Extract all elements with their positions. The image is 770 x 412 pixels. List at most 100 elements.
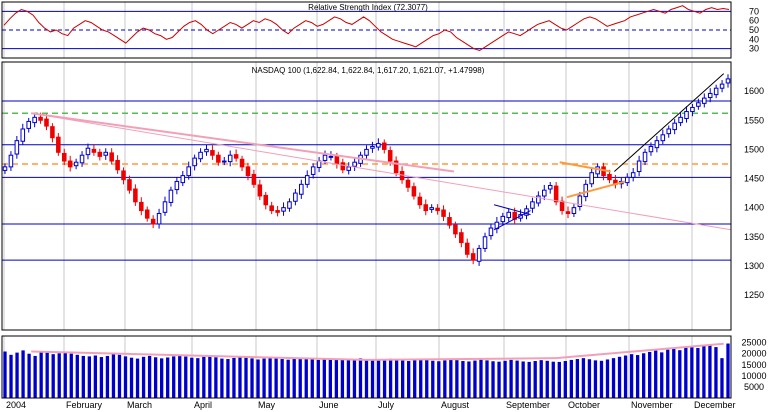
rsi-title: Relative Strength Index (72.3077)	[308, 3, 428, 12]
candle-body	[204, 148, 209, 153]
price-y-tick-label: 1450	[744, 174, 764, 184]
candle-body	[411, 186, 417, 197]
candle-body	[304, 175, 310, 185]
volume-y-tick-label: 25000	[741, 338, 766, 348]
candle-body	[97, 151, 103, 157]
price-y-tick-label: 1500	[744, 144, 764, 154]
volume-trendline	[555, 342, 724, 360]
candle-body	[476, 247, 482, 262]
candle-body	[346, 166, 351, 171]
candle-body	[281, 207, 286, 212]
candle-body	[530, 201, 535, 209]
rsi-line	[3, 5, 730, 52]
price-title: NASDAQ 100 (1,622.84, 1,622.84, 1,617.20…	[252, 66, 485, 75]
x-month-label: October	[568, 400, 600, 410]
candle-body	[180, 175, 186, 184]
candle-body	[482, 236, 488, 249]
candle-body	[725, 78, 731, 84]
candle-body	[275, 210, 280, 213]
x-month-label: February	[66, 400, 103, 410]
price-trendline	[566, 180, 626, 199]
candle-body	[44, 118, 49, 127]
candle-body	[571, 207, 577, 214]
candle-body	[536, 195, 541, 204]
candle-body	[417, 196, 423, 206]
candle-body	[678, 116, 683, 124]
candle-body	[162, 201, 168, 213]
candle-body	[719, 83, 725, 89]
candle-body	[447, 217, 452, 226]
candle-body	[186, 166, 191, 177]
price-trendline	[31, 112, 732, 231]
candle-body	[299, 183, 304, 195]
candle-body	[67, 160, 73, 168]
candle-body	[672, 122, 677, 131]
candle-body	[459, 232, 464, 244]
candle-body	[328, 155, 334, 158]
candle-body	[115, 159, 120, 171]
candle-body	[684, 111, 689, 120]
x-month-label: August	[441, 400, 470, 410]
price-y-tick-label: 1350	[744, 232, 764, 242]
x-month-label: November	[631, 400, 673, 410]
volume-trendline	[31, 350, 367, 361]
candle-body	[221, 160, 227, 163]
candle-body	[666, 128, 672, 135]
candle-body	[583, 183, 589, 198]
candle-body	[453, 224, 458, 235]
candle-body	[352, 161, 357, 167]
candle-body	[198, 151, 203, 160]
candle-body	[553, 185, 559, 203]
candle-body	[387, 150, 393, 162]
rsi-y-tick-label: 30	[749, 44, 759, 54]
candle-body	[310, 166, 316, 175]
price-trendline	[493, 210, 531, 231]
candle-body	[103, 151, 109, 156]
candle-body	[470, 253, 476, 261]
candle-body	[127, 179, 132, 191]
candle-body	[257, 184, 263, 197]
candle-body	[630, 172, 636, 178]
price-panel-frame	[1, 61, 732, 331]
candle-body	[85, 147, 91, 156]
candle-body	[263, 194, 269, 206]
candle-body	[26, 120, 31, 129]
candle-body	[50, 126, 55, 139]
price-trendline	[614, 73, 725, 172]
candle-body	[607, 173, 612, 181]
candle-body	[660, 134, 666, 142]
candle-body	[542, 189, 547, 197]
candle-body	[589, 172, 594, 185]
candle-body	[702, 97, 707, 104]
candle-body	[696, 102, 701, 107]
candle-body	[38, 116, 43, 121]
price-y-tick-label: 1550	[744, 115, 764, 125]
candle-body	[20, 128, 26, 142]
candle-body	[168, 189, 174, 203]
price-y-tick-label: 1600	[744, 86, 764, 96]
candle-body	[2, 166, 8, 171]
rsi-panel-frame	[1, 1, 732, 59]
candle-body	[707, 92, 713, 99]
candle-body	[565, 211, 571, 214]
x-month-label: 2004	[6, 400, 26, 410]
x-month-label: April	[194, 400, 212, 410]
candle-body	[121, 170, 126, 181]
x-month-label: March	[127, 400, 152, 410]
candle-body	[364, 148, 369, 156]
candle-body	[648, 145, 654, 153]
candle-body	[61, 152, 67, 162]
candle-body	[393, 160, 399, 174]
candle-body	[233, 154, 239, 159]
candle-body	[8, 154, 14, 168]
candle-body	[56, 136, 61, 153]
price-y-tick-label: 1300	[744, 261, 764, 271]
volume-y-tick-label: 10000	[741, 371, 766, 381]
candle-body	[245, 166, 251, 177]
candle-body	[109, 152, 114, 162]
x-month-label: July	[378, 400, 395, 410]
x-month-label: May	[258, 400, 276, 410]
candle-body	[435, 207, 440, 212]
candle-body	[636, 160, 642, 173]
